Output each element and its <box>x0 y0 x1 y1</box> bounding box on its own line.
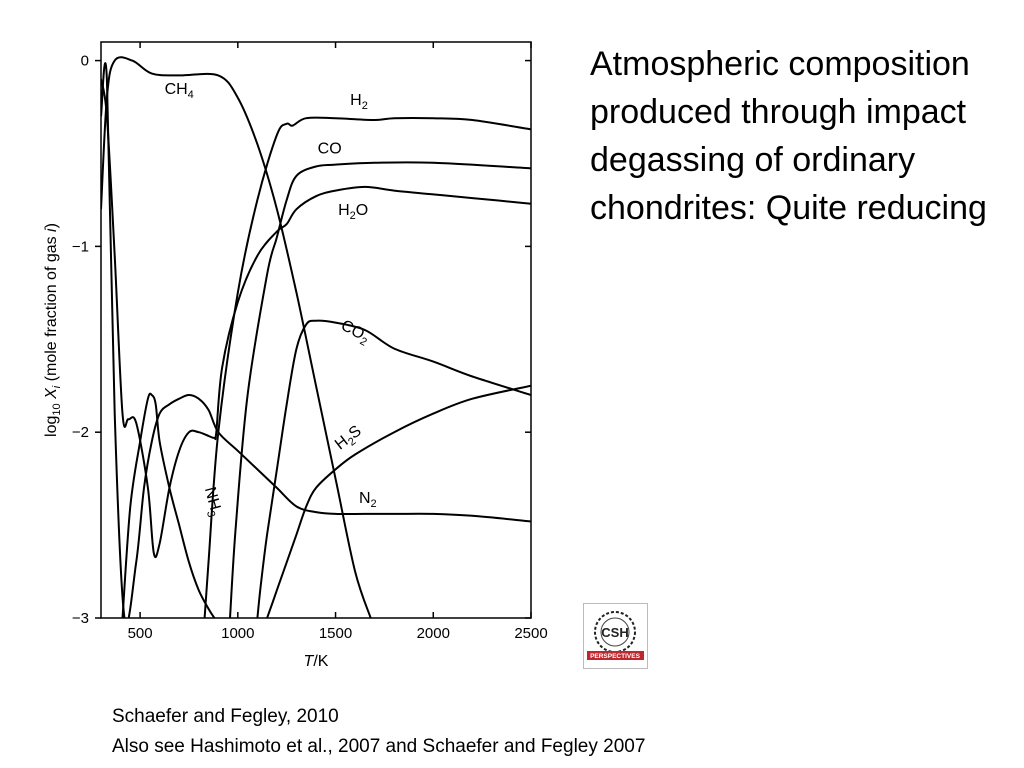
x-tick-label: 500 <box>128 625 153 642</box>
x-tick-label: 1500 <box>319 625 352 642</box>
logo-subtext: PERSPECTIVES <box>590 653 641 660</box>
series-label-ch4: CH4 <box>165 81 194 101</box>
series-line-h2s <box>266 384 531 618</box>
series-line-h2 <box>203 116 531 618</box>
y-axis: 0 −1 −2 −3 <box>72 53 531 627</box>
x-tick-label: 2500 <box>514 625 547 642</box>
series-line-ch4 <box>101 56 372 618</box>
series-line-n2 <box>101 62 531 618</box>
y-tick-label: 0 <box>81 53 89 70</box>
series-line-h2o <box>101 79 531 558</box>
series-line-co <box>229 161 531 618</box>
series-label-h2o: H2O <box>338 202 368 222</box>
series-label-h2: H2 <box>350 92 368 112</box>
y-axis-title: log10 Xi (mole fraction of gas i) <box>43 223 63 437</box>
csh-perspectives-logo[interactable]: CSH PERSPECTIVES <box>583 603 648 669</box>
x-axis: 500 1000 1500 2000 2500 <box>128 42 548 642</box>
y-tick-label: −2 <box>72 424 89 441</box>
x-tick-label: 1000 <box>221 625 254 642</box>
citation-line-2: Also see Hashimoto et al., 2007 and Scha… <box>112 736 646 757</box>
y-tick-label: −3 <box>72 610 89 627</box>
series-line-co2 <box>256 319 531 618</box>
series-label-n2: N2 <box>359 490 377 510</box>
citation-line-1: Schaefer and Fegley, 2010 <box>112 706 339 727</box>
series-label-co2: CO2 <box>337 317 373 349</box>
logo-graphic: CSH PERSPECTIVES <box>587 611 644 660</box>
citation: Schaefer and Fegley, 2010 Also see Hashi… <box>112 702 645 762</box>
series-label-nh3: NH3 <box>198 485 225 518</box>
slide-title: Atmospheric composition produced through… <box>590 45 987 227</box>
chart: 0 −1 −2 −3 500 1000 1500 2000 2500 CH4 H2 CO H2O CO… <box>43 41 548 670</box>
plot-series <box>101 56 531 618</box>
x-axis-title: T/K <box>304 653 329 670</box>
y-tick-label: −1 <box>72 238 89 255</box>
x-tick-label: 2000 <box>417 625 450 642</box>
logo-text: CSH <box>601 625 628 640</box>
series-label-co: CO <box>318 140 342 157</box>
plot-frame <box>100 41 532 619</box>
series-line-nh3 <box>121 392 216 618</box>
